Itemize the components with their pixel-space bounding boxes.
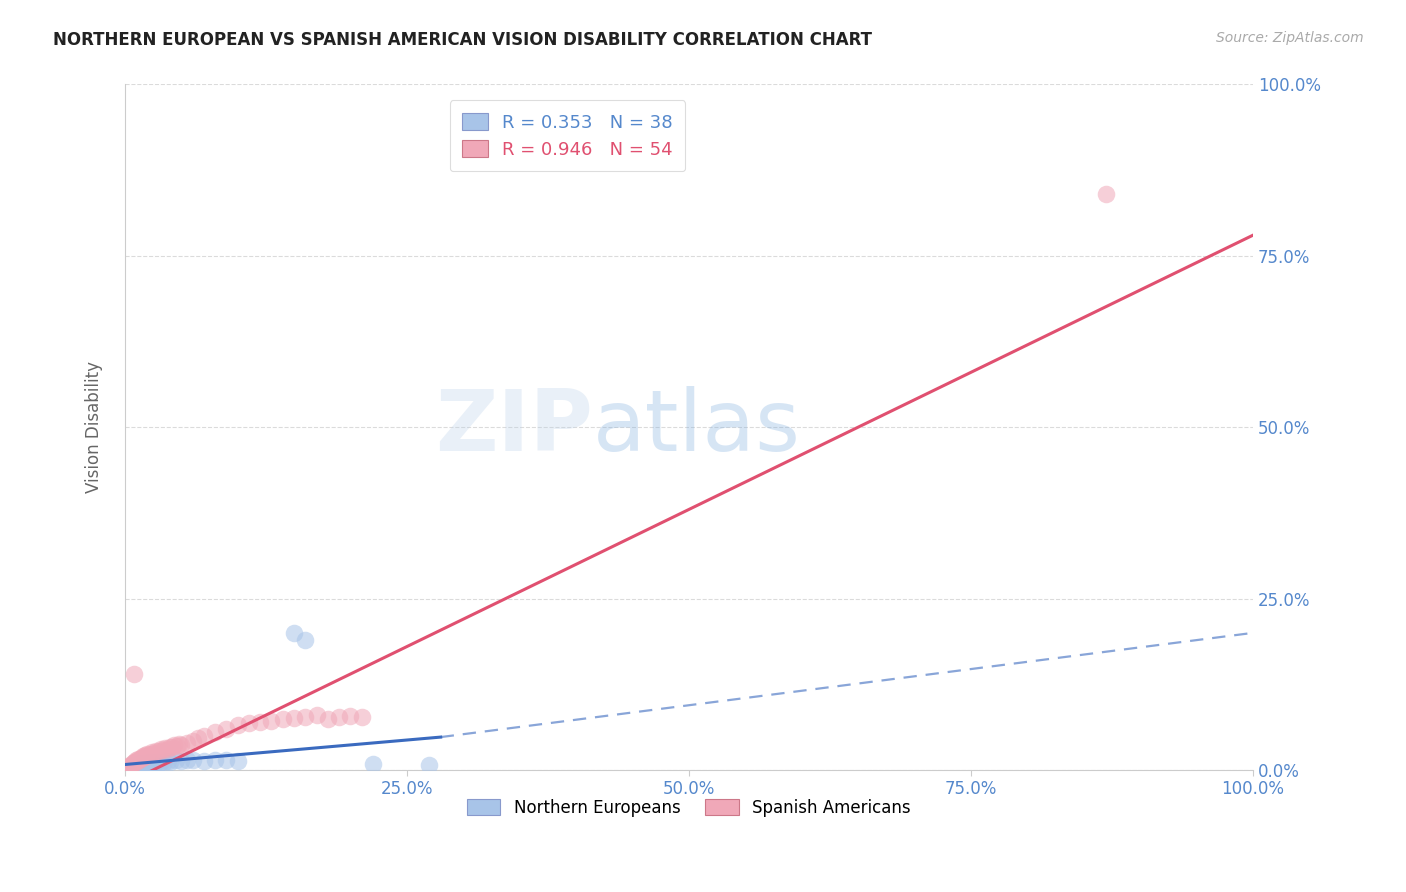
Point: [128, 753, 150, 767]
Point: [135, 748, 157, 763]
Point: [176, 735, 198, 749]
Point: [143, 746, 166, 760]
Point: [148, 744, 170, 758]
Point: [121, 759, 143, 773]
Point: [149, 742, 172, 756]
Point: [128, 757, 150, 772]
Point: [159, 755, 181, 769]
Point: [129, 756, 152, 771]
Point: [249, 714, 271, 729]
Point: [118, 759, 141, 773]
Point: [120, 757, 142, 772]
Point: [176, 753, 198, 767]
Point: [316, 712, 339, 726]
Text: Source: ZipAtlas.com: Source: ZipAtlas.com: [1216, 31, 1364, 45]
Point: [156, 754, 179, 768]
Point: [122, 667, 145, 681]
Point: [156, 741, 179, 756]
Point: [138, 756, 160, 770]
Point: [215, 722, 238, 736]
Point: [127, 758, 149, 772]
Point: [121, 759, 143, 773]
Point: [122, 758, 145, 772]
Point: [181, 753, 204, 767]
Point: [127, 752, 149, 766]
Point: [117, 759, 139, 773]
Point: [132, 749, 155, 764]
Point: [350, 709, 373, 723]
Point: [149, 755, 172, 769]
Point: [122, 755, 145, 769]
Point: [129, 750, 152, 764]
Point: [141, 745, 163, 759]
Point: [132, 757, 155, 772]
Text: atlas: atlas: [593, 385, 801, 468]
Point: [134, 758, 156, 772]
Point: [125, 757, 148, 772]
Point: [145, 756, 167, 770]
Point: [124, 759, 146, 773]
Point: [155, 741, 177, 756]
Point: [260, 714, 283, 728]
Point: [127, 754, 149, 768]
Point: [328, 710, 350, 724]
Point: [125, 753, 148, 767]
Point: [305, 708, 328, 723]
Point: [193, 730, 215, 744]
Point: [148, 756, 170, 771]
Point: [204, 725, 226, 739]
Point: [143, 756, 166, 771]
Point: [271, 712, 294, 726]
Point: [181, 733, 204, 747]
Point: [121, 758, 143, 772]
Point: [215, 753, 238, 767]
Y-axis label: Vision Disability: Vision Disability: [86, 361, 103, 493]
Point: [127, 756, 149, 771]
Point: [204, 753, 226, 767]
Point: [1095, 187, 1118, 202]
Point: [361, 756, 384, 771]
Point: [124, 756, 146, 770]
Point: [153, 756, 176, 770]
Point: [136, 756, 159, 771]
Point: [339, 709, 361, 723]
Point: [283, 626, 305, 640]
Point: [226, 718, 249, 732]
Point: [134, 747, 156, 762]
Point: [283, 711, 305, 725]
Point: [117, 761, 139, 775]
Point: [226, 754, 249, 768]
Point: [193, 754, 215, 768]
Point: [132, 756, 155, 771]
Point: [152, 743, 174, 757]
Point: [159, 739, 181, 754]
Point: [170, 738, 193, 752]
Point: [115, 761, 138, 775]
Point: [138, 747, 160, 762]
Point: [131, 751, 153, 765]
Point: [167, 737, 190, 751]
Point: [187, 731, 209, 746]
Point: [121, 756, 143, 771]
Text: ZIP: ZIP: [436, 385, 593, 468]
Point: [120, 760, 142, 774]
Point: [238, 716, 260, 731]
Point: [170, 754, 193, 768]
Point: [135, 756, 157, 771]
Point: [145, 744, 167, 758]
Legend: Northern Europeans, Spanish Americans: Northern Europeans, Spanish Americans: [460, 792, 917, 823]
Point: [160, 740, 183, 755]
Point: [141, 756, 163, 771]
Point: [165, 753, 187, 767]
Point: [136, 747, 159, 761]
Text: NORTHERN EUROPEAN VS SPANISH AMERICAN VISION DISABILITY CORRELATION CHART: NORTHERN EUROPEAN VS SPANISH AMERICAN VI…: [53, 31, 873, 49]
Point: [131, 756, 153, 771]
Point: [294, 632, 316, 647]
Point: [163, 739, 186, 753]
Point: [132, 750, 155, 764]
Point: [418, 758, 440, 772]
Point: [294, 709, 316, 723]
Point: [166, 739, 188, 753]
